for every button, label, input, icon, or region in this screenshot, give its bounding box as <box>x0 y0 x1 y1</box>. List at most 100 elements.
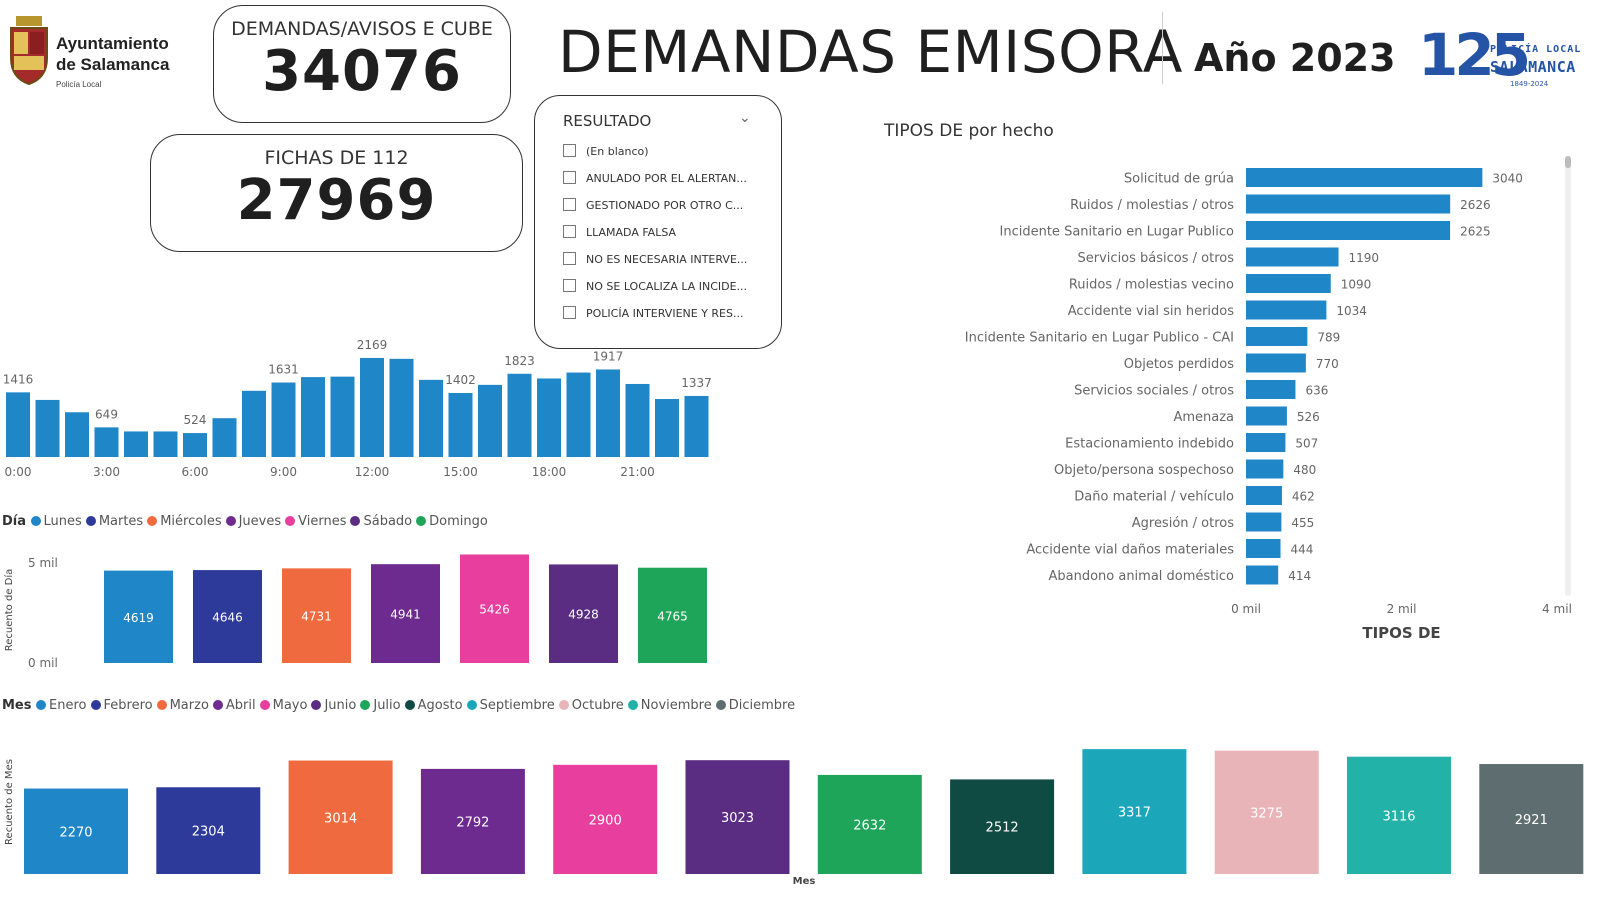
tipos-bar-chart: TIPOS DE por hecho Solicitud de grúa 3040 R… <box>883 121 1572 642</box>
slicer-option[interactable]: (En blanco) <box>563 144 649 158</box>
hourly-bar-chart: 1416 649 524 1631 2169 1402 1823 1917 1337 0:00 3:… <box>3 340 712 479</box>
legend-dot-icon <box>311 700 322 710</box>
monthly-data-label: 2512 <box>986 821 1019 836</box>
legend-item[interactable]: Agosto <box>404 698 463 713</box>
legend-item[interactable]: Martes <box>85 514 144 529</box>
hourly-bar <box>507 373 532 457</box>
legend-item[interactable]: Jueves <box>225 514 281 529</box>
legend-label: Febrero <box>103 698 153 713</box>
legend-item[interactable]: Lunes <box>30 514 82 529</box>
tipos-data-label: 414 <box>1288 569 1311 583</box>
slicer-option[interactable]: LLAMADA FALSA <box>563 225 676 239</box>
weekday-bar <box>371 564 440 663</box>
resultado-slicer[interactable]: RESULTADO ⌄ (En blanco) ANULADO POR EL A… <box>534 95 782 349</box>
legend-item[interactable]: Febrero <box>90 698 153 713</box>
legend-dot-icon <box>85 516 96 526</box>
legend-item[interactable]: Diciembre <box>715 698 796 713</box>
legend-label: Mayo <box>272 698 308 713</box>
weekday-bar <box>282 568 351 663</box>
badge-line1: POLICÍA LOCAL <box>1490 44 1582 55</box>
legend-label: Septiembre <box>479 698 555 713</box>
slicer-option[interactable]: ANULADO POR EL ALERTAN... <box>563 171 747 185</box>
day-legend: Día Lunes Martes Miércoles Jueves Viernes Sáb… <box>2 514 492 529</box>
hourly-bar <box>419 379 443 457</box>
hourly-tick-label: 9:00 <box>270 465 297 479</box>
legend-item[interactable]: Abril <box>212 698 256 713</box>
weekday-data-label: 4941 <box>390 608 421 622</box>
legend-dot-icon <box>259 700 270 710</box>
tipos-bar <box>1246 406 1287 426</box>
legend-label: Marzo <box>169 698 209 713</box>
legend-label: Martes <box>98 514 144 529</box>
scrollbar-track[interactable] <box>1565 156 1571 596</box>
legend-item[interactable]: Miércoles <box>147 514 222 529</box>
legend-item[interactable]: Septiembre <box>466 698 555 713</box>
slicer-option[interactable]: NO ES NECESARIA INTERVE... <box>563 252 747 266</box>
checkbox-icon[interactable] <box>563 171 576 184</box>
monthly-data-label: 3014 <box>324 811 357 826</box>
legend-dot-icon <box>360 700 371 710</box>
checkbox-icon[interactable] <box>563 225 576 238</box>
scrollbar-thumb[interactable] <box>1565 156 1571 168</box>
legend-dot-icon <box>627 700 638 710</box>
tipos-data-label: 2625 <box>1460 225 1491 239</box>
checkbox-icon[interactable] <box>563 144 576 157</box>
hourly-tick-label: 6:00 <box>182 465 209 479</box>
legend-dot-icon <box>225 516 236 526</box>
slicer-option[interactable]: POLICÍA INTERVIENE Y RES... <box>563 306 743 320</box>
legend-item[interactable]: Julio <box>360 698 401 713</box>
tipos-bar <box>1246 327 1308 346</box>
tipos-data-label: 1190 <box>1349 251 1380 265</box>
legend-label: Miércoles <box>160 514 222 529</box>
hourly-bar <box>625 383 650 457</box>
hourly-data-label: 1917 <box>593 349 624 363</box>
legend-item[interactable]: Octubre <box>558 698 624 713</box>
checkbox-icon[interactable] <box>563 252 576 265</box>
org-name-line1: Ayuntamiento <box>56 34 169 53</box>
category-label: Ruidos / molestias / otros <box>1070 198 1234 213</box>
weekday-bar <box>549 564 618 663</box>
slicer-option[interactable]: GESTIONADO POR OTRO C... <box>563 198 743 212</box>
hourly-data-label: 524 <box>184 413 207 427</box>
legend-dot-icon <box>147 516 158 526</box>
y-tick-label: 5 mil <box>28 556 58 570</box>
legend-label: Viernes <box>298 514 347 529</box>
category-label: Agresión / otros <box>1132 516 1234 531</box>
legend-item[interactable]: Junio <box>311 698 356 713</box>
legend-label: Diciembre <box>728 698 796 713</box>
hourly-tick-label: 21:00 <box>620 465 655 479</box>
tipos-bar <box>1246 221 1451 240</box>
legend-item[interactable]: Domingo <box>416 514 488 529</box>
tipos-data-label: 636 <box>1305 384 1328 398</box>
chevron-down-icon[interactable]: ⌄ <box>739 110 751 126</box>
monthly-bar <box>1082 749 1187 874</box>
category-label: Servicios básicos / otros <box>1078 251 1235 266</box>
legend-item[interactable]: Sábado <box>350 514 412 529</box>
slicer-option[interactable]: NO SE LOCALIZA LA INCIDE... <box>563 279 747 293</box>
hourly-bar <box>271 382 296 457</box>
weekday-data-label: 4646 <box>212 611 243 625</box>
legend-dot-icon <box>30 516 41 526</box>
checkbox-icon[interactable] <box>563 306 576 319</box>
legend-item[interactable]: Noviembre <box>627 698 712 713</box>
legend-dot-icon <box>416 516 427 526</box>
tipos-bar <box>1246 512 1282 532</box>
legend-item[interactable]: Mayo <box>259 698 308 713</box>
legend-label: Noviembre <box>640 698 712 713</box>
chart-title: TIPOS DE por hecho <box>883 121 1054 141</box>
category-label: Abandono animal doméstico <box>1048 569 1234 584</box>
kpi-fichas-label: FICHAS DE 112 <box>264 147 409 169</box>
hourly-bar <box>655 399 679 457</box>
tipos-bar <box>1246 486 1282 505</box>
legend-item[interactable]: Enero <box>36 698 87 713</box>
monthly-bar <box>1214 750 1319 874</box>
legend-item[interactable]: Marzo <box>156 698 209 713</box>
weekday-bar <box>638 567 707 663</box>
monthly-data-label: 2270 <box>59 825 92 840</box>
hourly-bar <box>153 431 178 457</box>
checkbox-icon[interactable] <box>563 198 576 211</box>
legend-item[interactable]: Viernes <box>285 514 346 529</box>
checkbox-icon[interactable] <box>563 279 576 292</box>
monthly-bar <box>156 787 261 874</box>
hourly-bar <box>65 412 89 457</box>
